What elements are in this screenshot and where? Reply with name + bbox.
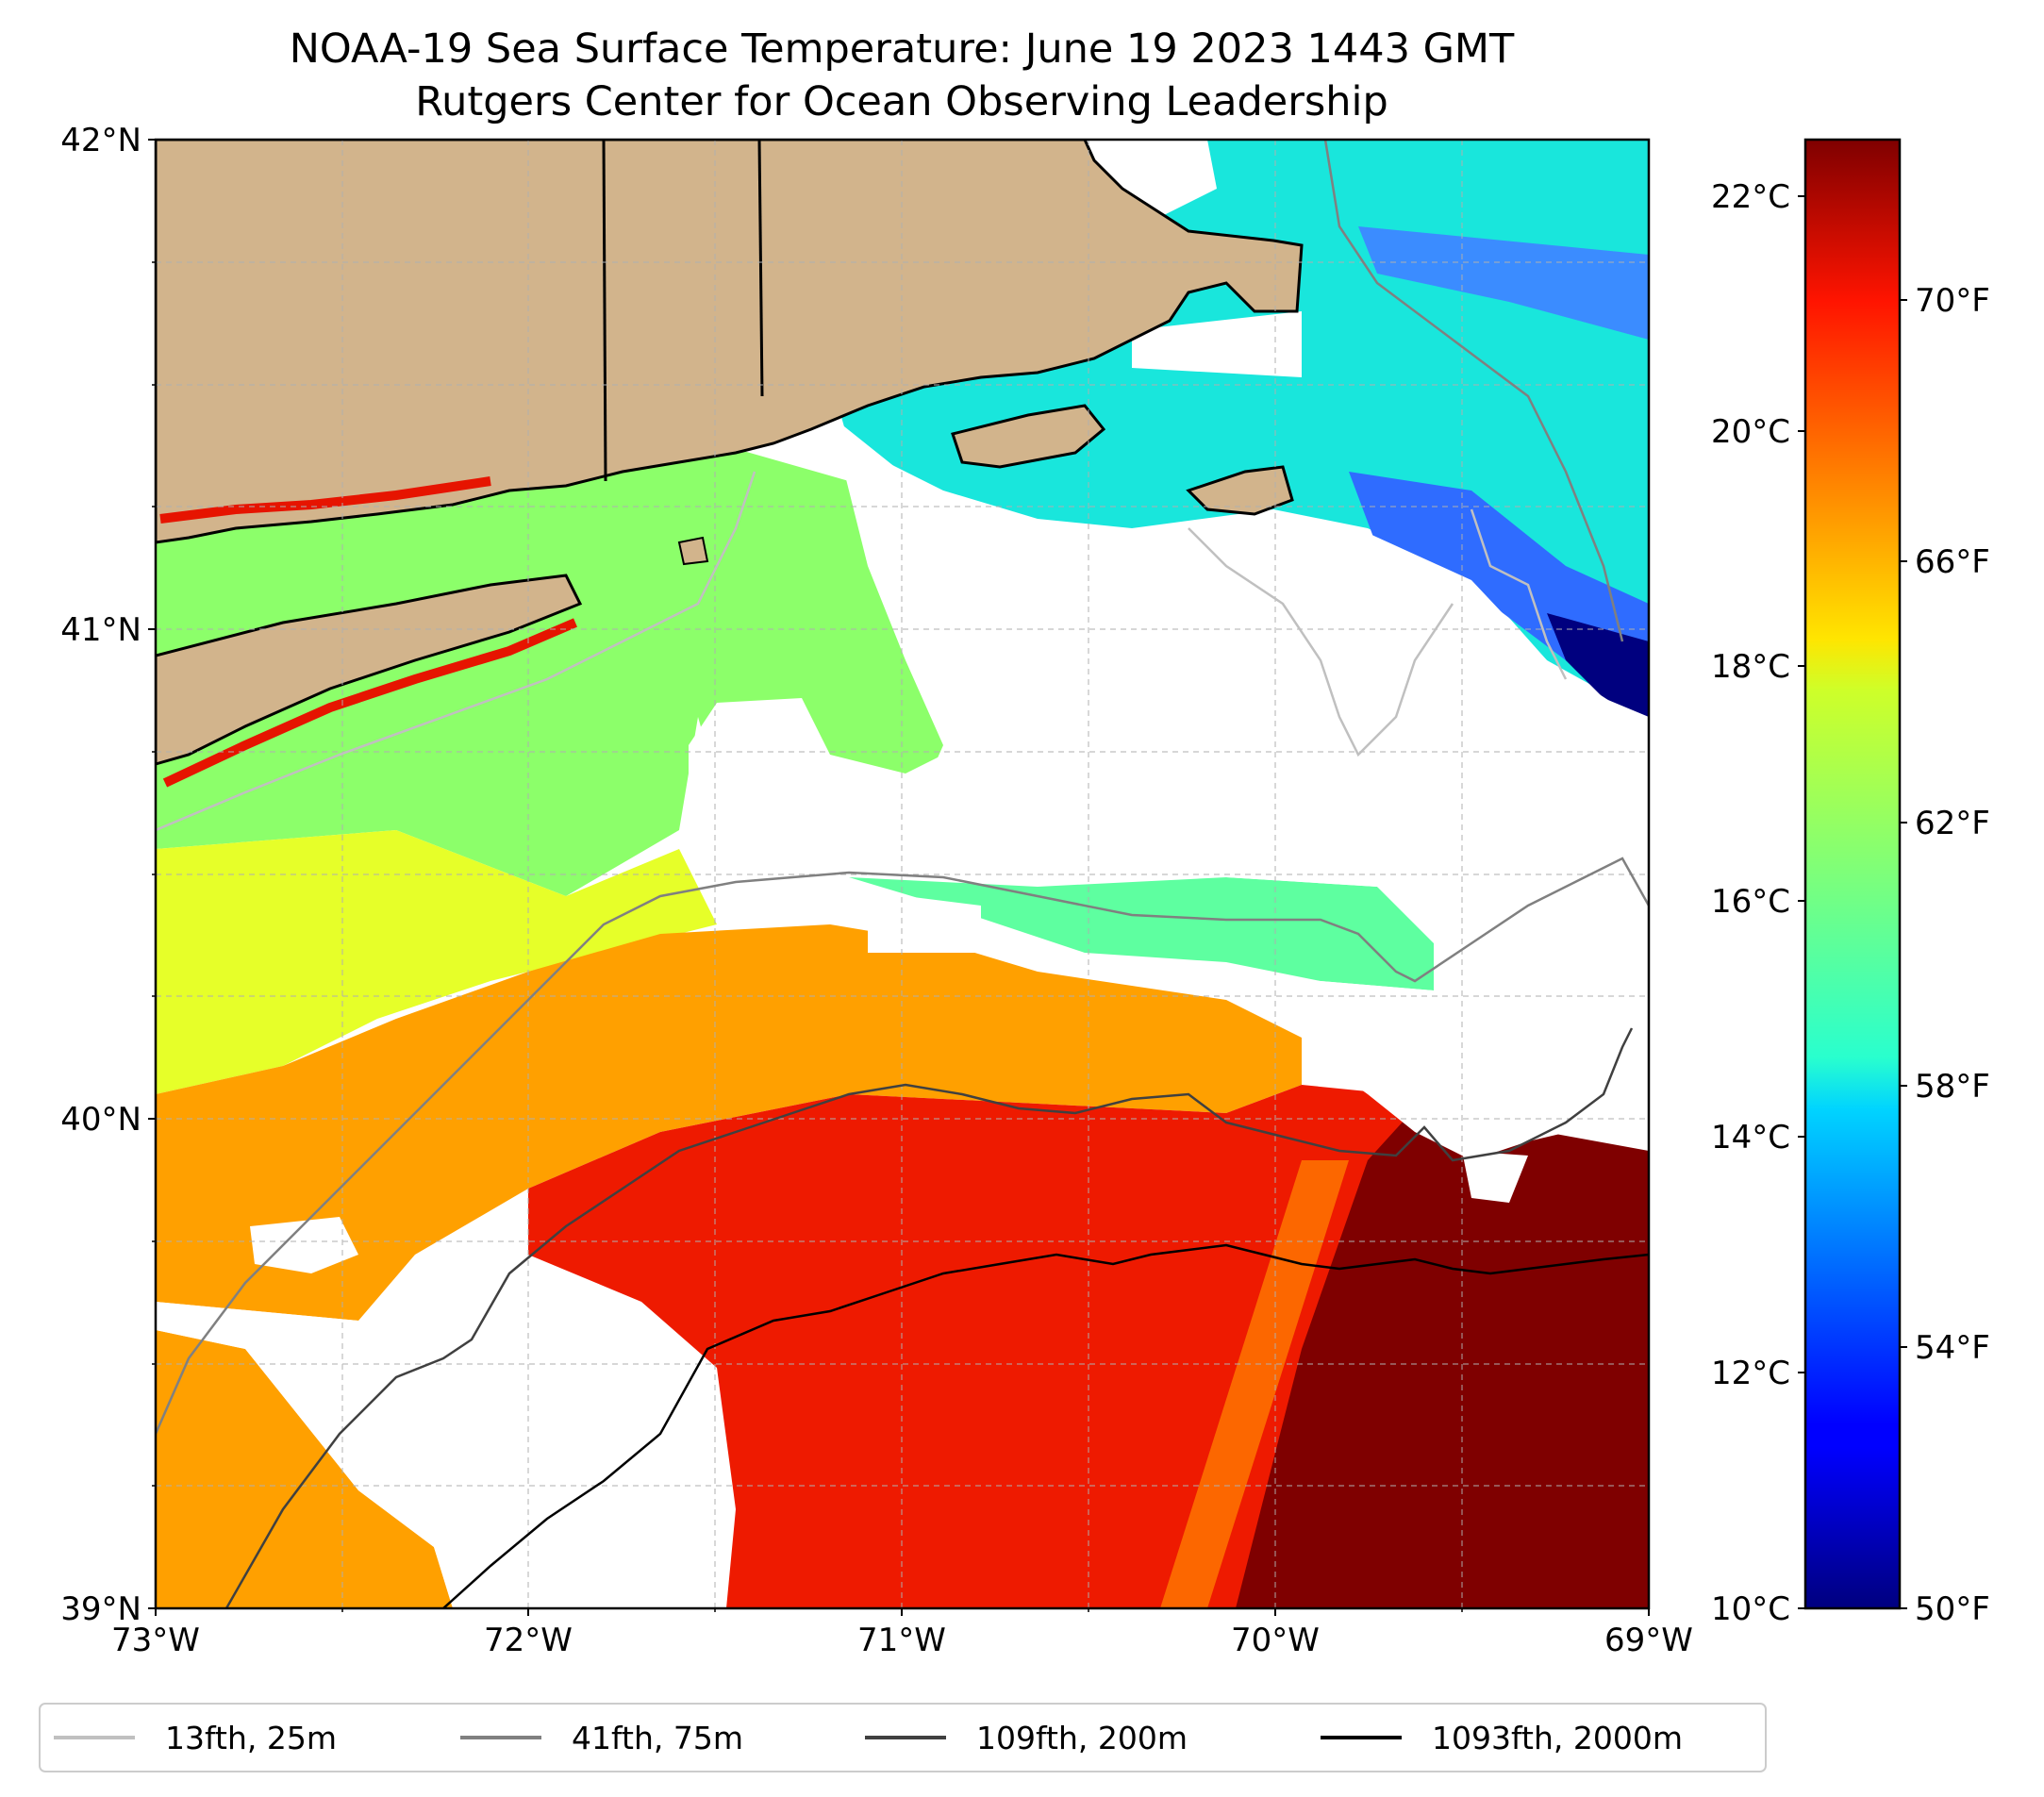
isobath-75m (156, 857, 1649, 1435)
sst-orange-southwest (156, 1330, 453, 1608)
fahrenheit-tick-label: 70°F (1915, 282, 1990, 320)
lon-tick-label: 69°W (1604, 1622, 1693, 1659)
celsius-tick-label: 16°C (1711, 883, 1790, 921)
sst-cold-corner (1547, 613, 1649, 717)
isobath-75m-east (1323, 140, 1624, 642)
cloud-mask-sound (1132, 311, 1302, 377)
fahrenheit-tick-label: 50°F (1915, 1590, 1990, 1628)
fahrenheit-tick-label: 54°F (1915, 1329, 1990, 1367)
lon-minor-ticks (341, 1608, 1463, 1612)
colorbar (1803, 138, 1902, 1610)
celsius-tick-label: 14°C (1711, 1119, 1790, 1156)
cloud-mask-south-central (868, 891, 981, 953)
cloud-mask-west-small (250, 1217, 358, 1273)
map-panel (156, 140, 1649, 1608)
land-long-island (156, 574, 583, 766)
sst-darkred-east (1236, 1108, 1649, 1608)
isobath-25m (156, 471, 1568, 832)
sst-blue-band (1358, 226, 1649, 340)
legend-label: 41fth, 75m (572, 1720, 743, 1756)
celsius-tick-label: 10°C (1711, 1590, 1790, 1628)
sst-red-band (528, 1085, 1415, 1608)
land-new-england (156, 140, 1304, 544)
lat-tick-label: 41°N (60, 611, 141, 649)
sst-orange-band (156, 924, 1302, 1321)
sst-greenteal-shelf (849, 877, 1434, 990)
cloud-mask-southern-edge (1462, 1151, 1528, 1203)
celsius-tick-label: 18°C (1711, 648, 1790, 686)
sst-orange-stripe (1160, 1160, 1349, 1608)
lon-tick-label: 70°W (1231, 1622, 1320, 1659)
lon-tick-label: 71°W (857, 1622, 946, 1659)
lat-ticks (148, 139, 156, 1609)
isobath-200m (224, 1027, 1634, 1608)
celsius-tick-label: 12°C (1711, 1355, 1790, 1392)
state-boundary-ct-ri (602, 140, 607, 482)
fahrenheit-ticks (1900, 299, 1907, 1609)
chart-title: NOAA-19 Sea Surface Temperature: June 19… (290, 25, 1515, 73)
state-boundary-ri-ma (757, 140, 764, 397)
legend-label: 109fth, 200m (976, 1720, 1188, 1756)
lon-tick-label: 73°W (111, 1622, 200, 1659)
fahrenheit-tick-label: 58°F (1915, 1068, 1990, 1106)
celsius-ticks (1798, 195, 1805, 1609)
chart-subtitle: Rutgers Center for Ocean Observing Leade… (415, 78, 1388, 125)
cloud-mask-southwest (156, 1302, 736, 1608)
isobath-2000m (442, 1243, 1649, 1608)
lat-tick-label: 40°N (60, 1101, 141, 1139)
fahrenheit-tick-label: 62°F (1915, 805, 1990, 842)
legend-label: 1093fth, 2000m (1432, 1720, 1683, 1756)
legend-label: 13fth, 25m (165, 1720, 337, 1756)
land-block-island (677, 536, 709, 566)
cloud-mask-east (830, 415, 1649, 1160)
lat-tick-label: 42°N (60, 122, 141, 159)
celsius-tick-label: 20°C (1711, 413, 1790, 451)
lon-tick-label: 72°W (484, 1622, 573, 1659)
land-marthas-vineyard (951, 404, 1106, 469)
lon-ticks (155, 1608, 1650, 1616)
celsius-tick-label: 22°C (1711, 178, 1790, 216)
lat-minor-ticks (152, 261, 156, 1487)
legend: 13fth, 25m 41fth, 75m 109fth, 200m 1093f… (39, 1703, 1767, 1772)
sst-yellow-band (156, 830, 717, 1094)
fahrenheit-tick-label: 66°F (1915, 543, 1990, 581)
sst-warm-nearshore-ct (159, 476, 491, 524)
lat-tick-label: 39°N (60, 1590, 141, 1628)
cloud-mask-central (689, 698, 981, 849)
land-nantucket (1186, 465, 1294, 516)
